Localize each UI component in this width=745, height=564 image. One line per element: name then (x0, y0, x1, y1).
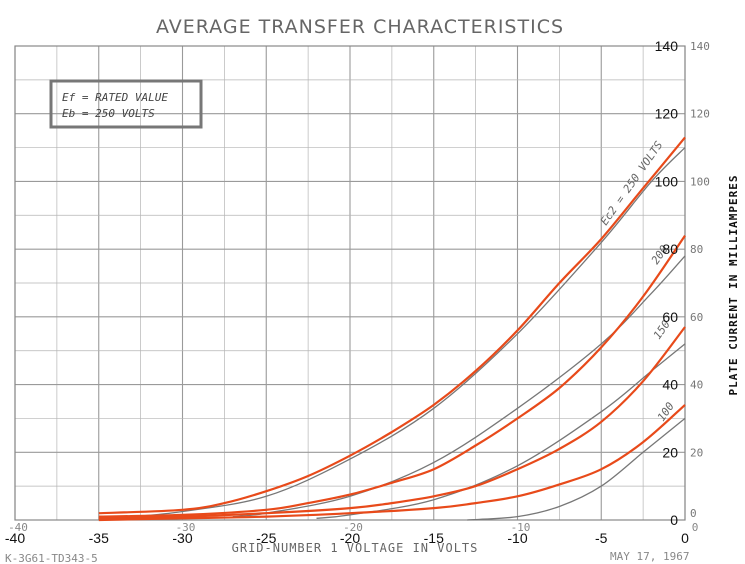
x-tick-label: -15 (424, 530, 444, 546)
x-tick-label: 0 (681, 530, 689, 546)
y-tick-label: 100 (655, 173, 679, 189)
chart-title: AVERAGE TRANSFER CHARACTERISTICS (156, 16, 564, 38)
legend-box: Ef = RATED VALUE Eb = 250 VOLTS (49, 79, 203, 129)
reference-curves (132, 147, 686, 521)
reference-curve (132, 147, 686, 518)
series-line (98, 404, 686, 522)
x-tick-label: -35 (89, 530, 109, 546)
x-tick-label: -20 (340, 530, 360, 546)
right-y-tick-label: 40 (690, 379, 703, 392)
right-y-tick-label: 140 (690, 40, 710, 53)
reference-curve (316, 343, 686, 519)
faint-x-tick-label: -30 (176, 521, 196, 534)
reference-curve (232, 255, 686, 518)
right-y-tick-label: 60 (690, 311, 703, 324)
y-tick-label: 140 (655, 38, 679, 54)
plot-frame (14, 45, 686, 521)
series-line (98, 326, 686, 520)
series-line (98, 234, 686, 518)
y-tick-label: 80 (662, 241, 678, 257)
y-tick-label: 60 (662, 309, 678, 325)
right-y-tick-label: 120 (690, 108, 710, 121)
y-tick-label: 40 (662, 377, 678, 393)
right-y-tick-label: 80 (690, 243, 703, 256)
legend-line-ef: Ef = RATED VALUE (62, 91, 168, 104)
faint-x-tick-label: 0 (692, 521, 699, 534)
reference-curve (467, 417, 686, 521)
faint-x-tick-label: -40 (8, 521, 28, 534)
series-label-100: 100 (655, 400, 677, 424)
x-tick-label: -30 (172, 530, 192, 546)
series-curves (98, 136, 686, 522)
x-ticks: -40 -35 -30 -25 -20 -15 -10 -5 0 (5, 530, 689, 546)
x-tick-label: -40 (5, 530, 25, 546)
right-y-tick-label: 0 (690, 507, 697, 520)
y-axis-label: PLATE CURRENT IN MILLIAMPERES (727, 174, 740, 395)
x-tick-label: -5 (595, 530, 608, 546)
y-ticks: 0 20 40 60 80 100 120 140 (655, 38, 679, 528)
faint-x-tick-label: -10 (511, 521, 531, 534)
right-y-tick-label: 20 (690, 446, 703, 459)
y-tick-label: 0 (670, 512, 678, 528)
legend-line-eb: Eb = 250 VOLTS (62, 107, 155, 120)
faint-x-tick-label: -20 (343, 521, 363, 534)
x-tick-label: -25 (256, 530, 276, 546)
x-tick-label: -10 (507, 530, 527, 546)
x-axis-label: GRID-NUMBER 1 VOLTAGE IN VOLTS (232, 541, 479, 555)
footer-date: MAY 17, 1967 (610, 550, 689, 563)
y-tick-label: 20 (662, 444, 678, 460)
y-tick-label: 120 (655, 106, 679, 122)
series-line (98, 136, 686, 515)
footer-code: K-3G61-TD343-5 (5, 552, 98, 564)
legend-box-frame (49, 79, 203, 129)
faint-x-ticks: -40 -30 -20 -10 0 (8, 521, 698, 534)
right-y-tick-label: 100 (690, 175, 710, 188)
right-y-ticks: 0 20 40 60 80 100 120 140 (690, 40, 710, 520)
